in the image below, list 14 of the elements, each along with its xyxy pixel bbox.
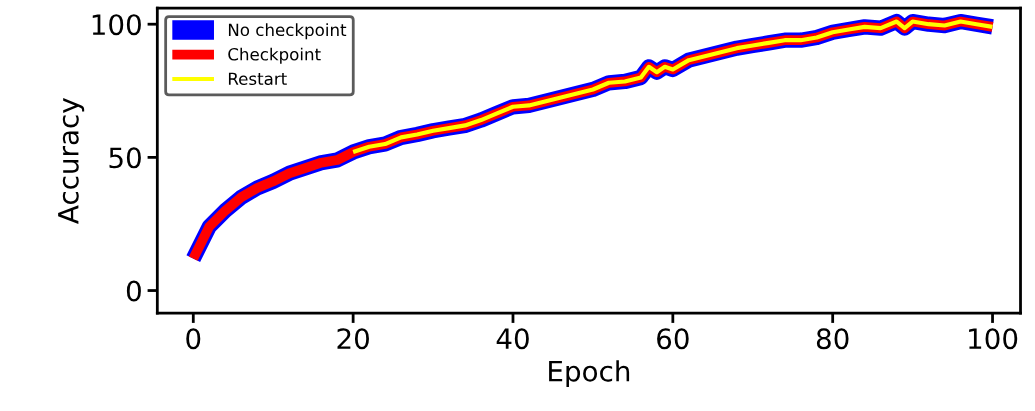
legend-label: No checkpoint	[228, 23, 347, 40]
x-tick-label: 60	[657, 328, 689, 350]
x-tick-label: 40	[496, 328, 529, 350]
x-tick-label: 0	[186, 328, 201, 350]
legend-label: Restart	[228, 72, 287, 86]
x-tick-label: 100	[969, 328, 1018, 350]
y-axis-title: Accuracy	[58, 98, 85, 224]
legend-label: Checkpoint	[228, 47, 321, 64]
y-tick-label: 100	[92, 14, 141, 36]
y-tick-label: 0	[126, 280, 141, 302]
x-tick-label: 80	[816, 328, 849, 350]
x-tick-label: 20	[337, 328, 369, 350]
x-axis-title: Epoch	[549, 360, 630, 388]
y-tick-label: 50	[109, 147, 141, 169]
